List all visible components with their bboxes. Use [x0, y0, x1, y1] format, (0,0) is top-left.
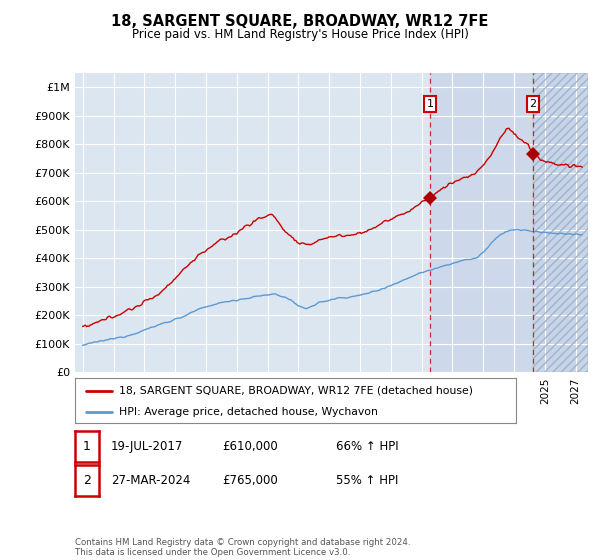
Text: 2: 2 — [530, 99, 537, 109]
Text: 2: 2 — [83, 474, 91, 487]
Bar — [533, 73, 588, 372]
Text: 55% ↑ HPI: 55% ↑ HPI — [336, 474, 398, 487]
Text: 18, SARGENT SQUARE, BROADWAY, WR12 7FE: 18, SARGENT SQUARE, BROADWAY, WR12 7FE — [112, 14, 488, 29]
Text: Price paid vs. HM Land Registry's House Price Index (HPI): Price paid vs. HM Land Registry's House … — [131, 28, 469, 41]
Bar — [533, 73, 588, 372]
Text: 27-MAR-2024: 27-MAR-2024 — [111, 474, 190, 487]
Text: Contains HM Land Registry data © Crown copyright and database right 2024.
This d: Contains HM Land Registry data © Crown c… — [75, 538, 410, 557]
Text: 66% ↑ HPI: 66% ↑ HPI — [336, 440, 398, 453]
Text: 19-JUL-2017: 19-JUL-2017 — [111, 440, 184, 453]
Text: 1: 1 — [83, 440, 91, 453]
Text: £610,000: £610,000 — [222, 440, 278, 453]
Text: HPI: Average price, detached house, Wychavon: HPI: Average price, detached house, Wych… — [119, 407, 378, 417]
Text: 1: 1 — [427, 99, 433, 109]
Bar — [430, 73, 533, 372]
Text: 18, SARGENT SQUARE, BROADWAY, WR12 7FE (detached house): 18, SARGENT SQUARE, BROADWAY, WR12 7FE (… — [119, 385, 473, 395]
Text: £765,000: £765,000 — [222, 474, 278, 487]
